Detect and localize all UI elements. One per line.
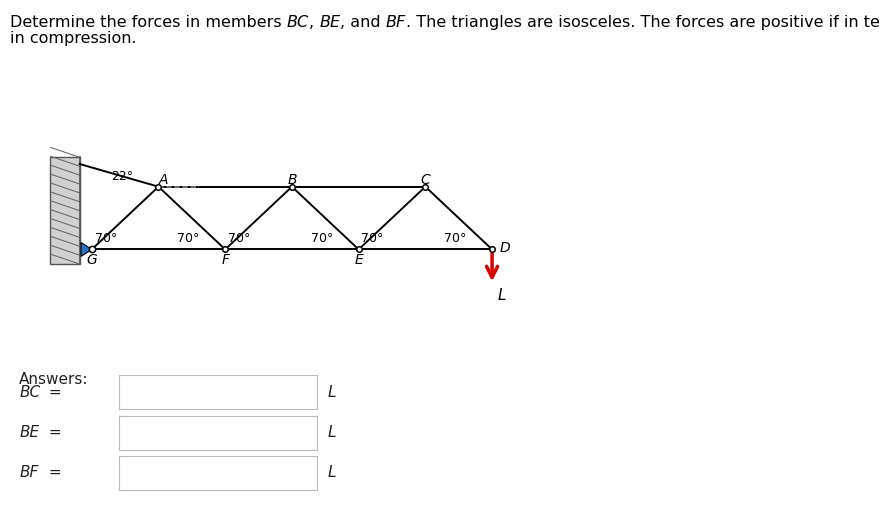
- Polygon shape: [81, 242, 92, 257]
- Text: 70°: 70°: [95, 232, 117, 246]
- Text: BE: BE: [319, 15, 341, 30]
- Text: 70°: 70°: [311, 232, 334, 246]
- Text: BE: BE: [19, 425, 40, 440]
- Text: L: L: [327, 465, 336, 480]
- Text: =: =: [44, 465, 62, 480]
- Text: , and: , and: [341, 15, 386, 30]
- Text: 70°: 70°: [444, 232, 466, 246]
- Text: 70°: 70°: [178, 232, 200, 246]
- Text: Answers:: Answers:: [19, 372, 89, 387]
- Text: BC: BC: [287, 15, 309, 30]
- Text: BC: BC: [19, 384, 40, 400]
- Text: =: =: [44, 425, 62, 440]
- Text: 22°: 22°: [111, 171, 133, 183]
- Text: BF: BF: [386, 15, 407, 30]
- Text: B: B: [287, 173, 297, 187]
- Bar: [50, 157, 80, 264]
- Text: 70°: 70°: [362, 232, 384, 246]
- Text: i: i: [103, 465, 108, 480]
- Text: E: E: [355, 253, 363, 267]
- Text: L: L: [498, 288, 506, 303]
- Text: i: i: [103, 384, 108, 400]
- Text: L: L: [327, 384, 336, 400]
- Text: G: G: [86, 253, 97, 267]
- Text: 70°: 70°: [228, 232, 250, 246]
- Text: . The triangles are isosceles. The forces are positive if in tension, negative i: . The triangles are isosceles. The force…: [407, 15, 880, 30]
- Text: A: A: [159, 173, 169, 187]
- Text: D: D: [500, 241, 510, 255]
- Text: in compression.: in compression.: [10, 31, 136, 46]
- Text: L: L: [327, 425, 336, 440]
- Text: ,: ,: [309, 15, 319, 30]
- Text: F: F: [221, 253, 229, 267]
- Text: =: =: [44, 384, 62, 400]
- Text: Determine the forces in members: Determine the forces in members: [10, 15, 287, 30]
- Text: i: i: [103, 425, 108, 440]
- Text: C: C: [421, 173, 430, 187]
- Text: BF: BF: [19, 465, 39, 480]
